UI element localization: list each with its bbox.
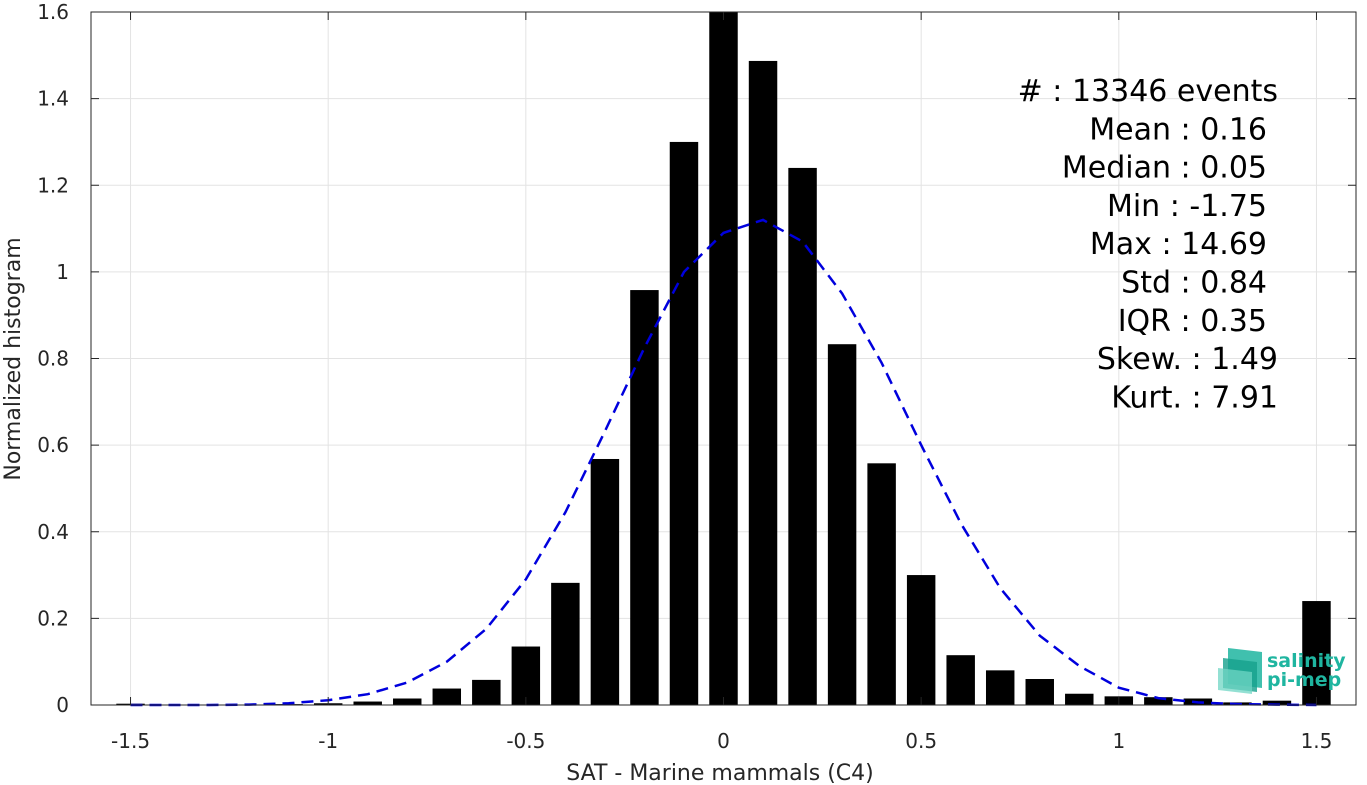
histogram-bar [906,575,936,705]
histogram-bars [116,12,1331,706]
x-tick-label: 0.5 [905,729,937,753]
x-tick-label: -1.5 [111,729,150,753]
y-tick-label: 1 [56,260,69,284]
x-axis-label: SAT - Marine mammals (C4) [566,761,874,785]
stat-line: Skew. : 1.49 [1097,342,1278,377]
histogram-bar [1144,697,1173,705]
histogram-bar [511,646,541,705]
y-axis-label: Normalized histogram [1,237,26,480]
histogram-bar [472,679,501,705]
x-tick-label: 1 [1112,729,1125,753]
histogram-bar [353,701,382,705]
salinity-pi-mep-logo: salinity pi-mep [1218,648,1346,694]
histogram-bar [669,141,699,705]
histogram-bar [1065,693,1094,705]
histogram-bar [867,463,896,705]
histogram-bar [1302,601,1331,705]
histogram-bar [1262,700,1292,705]
y-tick-label: 0.6 [37,433,69,457]
histogram-bar [551,582,580,705]
histogram-bar [1025,679,1054,705]
stat-line: Max : 14.69 [1090,227,1267,262]
logo-text-line1: salinity [1267,650,1346,672]
histogram-bar [630,290,659,705]
histogram-bar [590,458,620,705]
stat-line: IQR : 0.35 [1118,304,1267,339]
axis-ticks: -1.5 -1 -0.5 0 0.5 1 1.5 0 0.2 0.4 0.6 0.8 1 1.2 1.4 1.… [37,0,1356,753]
logo-text-line2: pi-mep [1267,669,1341,691]
histogram-bar [946,655,975,705]
y-tick-label: 0 [56,693,69,717]
x-tick-label: -0.5 [506,729,545,753]
x-tick-label: 0 [717,729,730,753]
x-tick-label: 1.5 [1301,729,1333,753]
stat-line: # : 13346 events [1018,74,1278,109]
y-tick-label: 0.8 [37,347,69,371]
histogram-bar [393,698,422,705]
y-tick-label: 1.6 [37,0,69,24]
histogram-bar [788,167,817,706]
logo-mark-icon [1218,648,1262,694]
stat-line: Min : -1.75 [1107,189,1267,224]
y-tick-label: 0.4 [37,520,69,544]
histogram-bar [827,344,857,705]
histogram-bar [748,60,778,706]
stat-line: Median : 0.05 [1062,151,1267,186]
histogram-bar [709,12,738,705]
y-tick-label: 1.2 [37,173,69,197]
stat-line: Mean : 0.16 [1089,112,1267,147]
histogram-bar [985,670,1015,705]
stat-line: Std : 0.84 [1121,266,1267,301]
y-tick-label: 1.4 [37,87,69,111]
x-tick-label: -1 [318,729,338,753]
stat-line: Kurt. : 7.91 [1111,380,1278,415]
y-tick-label: 0.2 [37,606,69,630]
histogram-bar [432,688,462,705]
